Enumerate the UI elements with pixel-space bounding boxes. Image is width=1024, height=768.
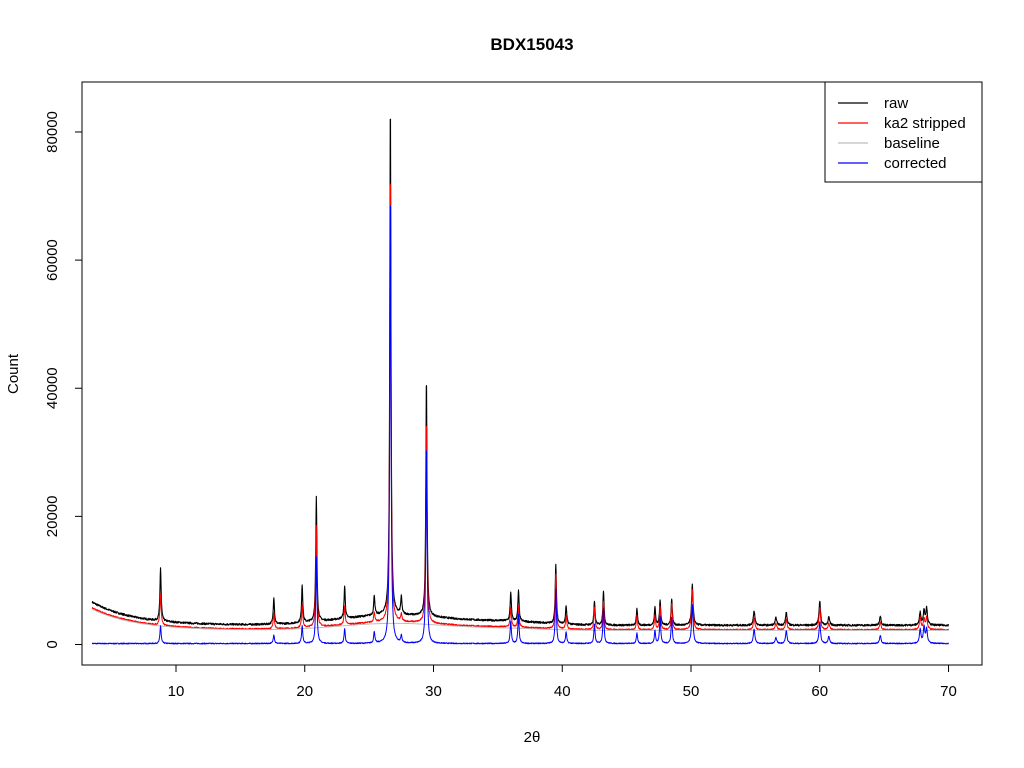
series-raw-line [91,118,950,627]
x-tick-label: 60 [811,683,828,700]
series-layer [91,118,950,645]
legend-label: corrected [884,155,947,172]
series-corrected-line [91,205,949,645]
x-tick-label: 40 [554,683,571,700]
y-tick-label: 60000 [44,239,61,281]
series-baseline-line [92,608,949,631]
chart-title: BDX15043 [490,35,573,54]
x-tick-label: 50 [683,683,700,700]
x-axis: 10 20 30 40 50 60 70 [168,664,957,700]
x-tick-label: 20 [296,683,313,700]
y-axis-label: Count [5,353,22,394]
legend: raw ka2 stripped baseline corrected [824,81,983,183]
series-ka2-stripped-line [91,184,949,631]
legend-label: ka2 stripped [884,115,966,132]
y-tick-label: 80000 [44,111,61,153]
legend-label: raw [884,95,908,112]
legend-box [824,81,983,183]
y-tick-label: 0 [44,640,61,648]
legend-label: baseline [884,135,940,152]
y-tick-label: 40000 [44,367,61,409]
x-tick-label: 70 [940,683,957,700]
y-tick-label: 20000 [44,496,61,538]
x-axis-label: 2θ [524,729,541,746]
y-axis: 0 20000 40000 60000 80000 [44,111,83,649]
x-tick-label: 30 [425,683,442,700]
x-tick-label: 10 [168,683,185,700]
